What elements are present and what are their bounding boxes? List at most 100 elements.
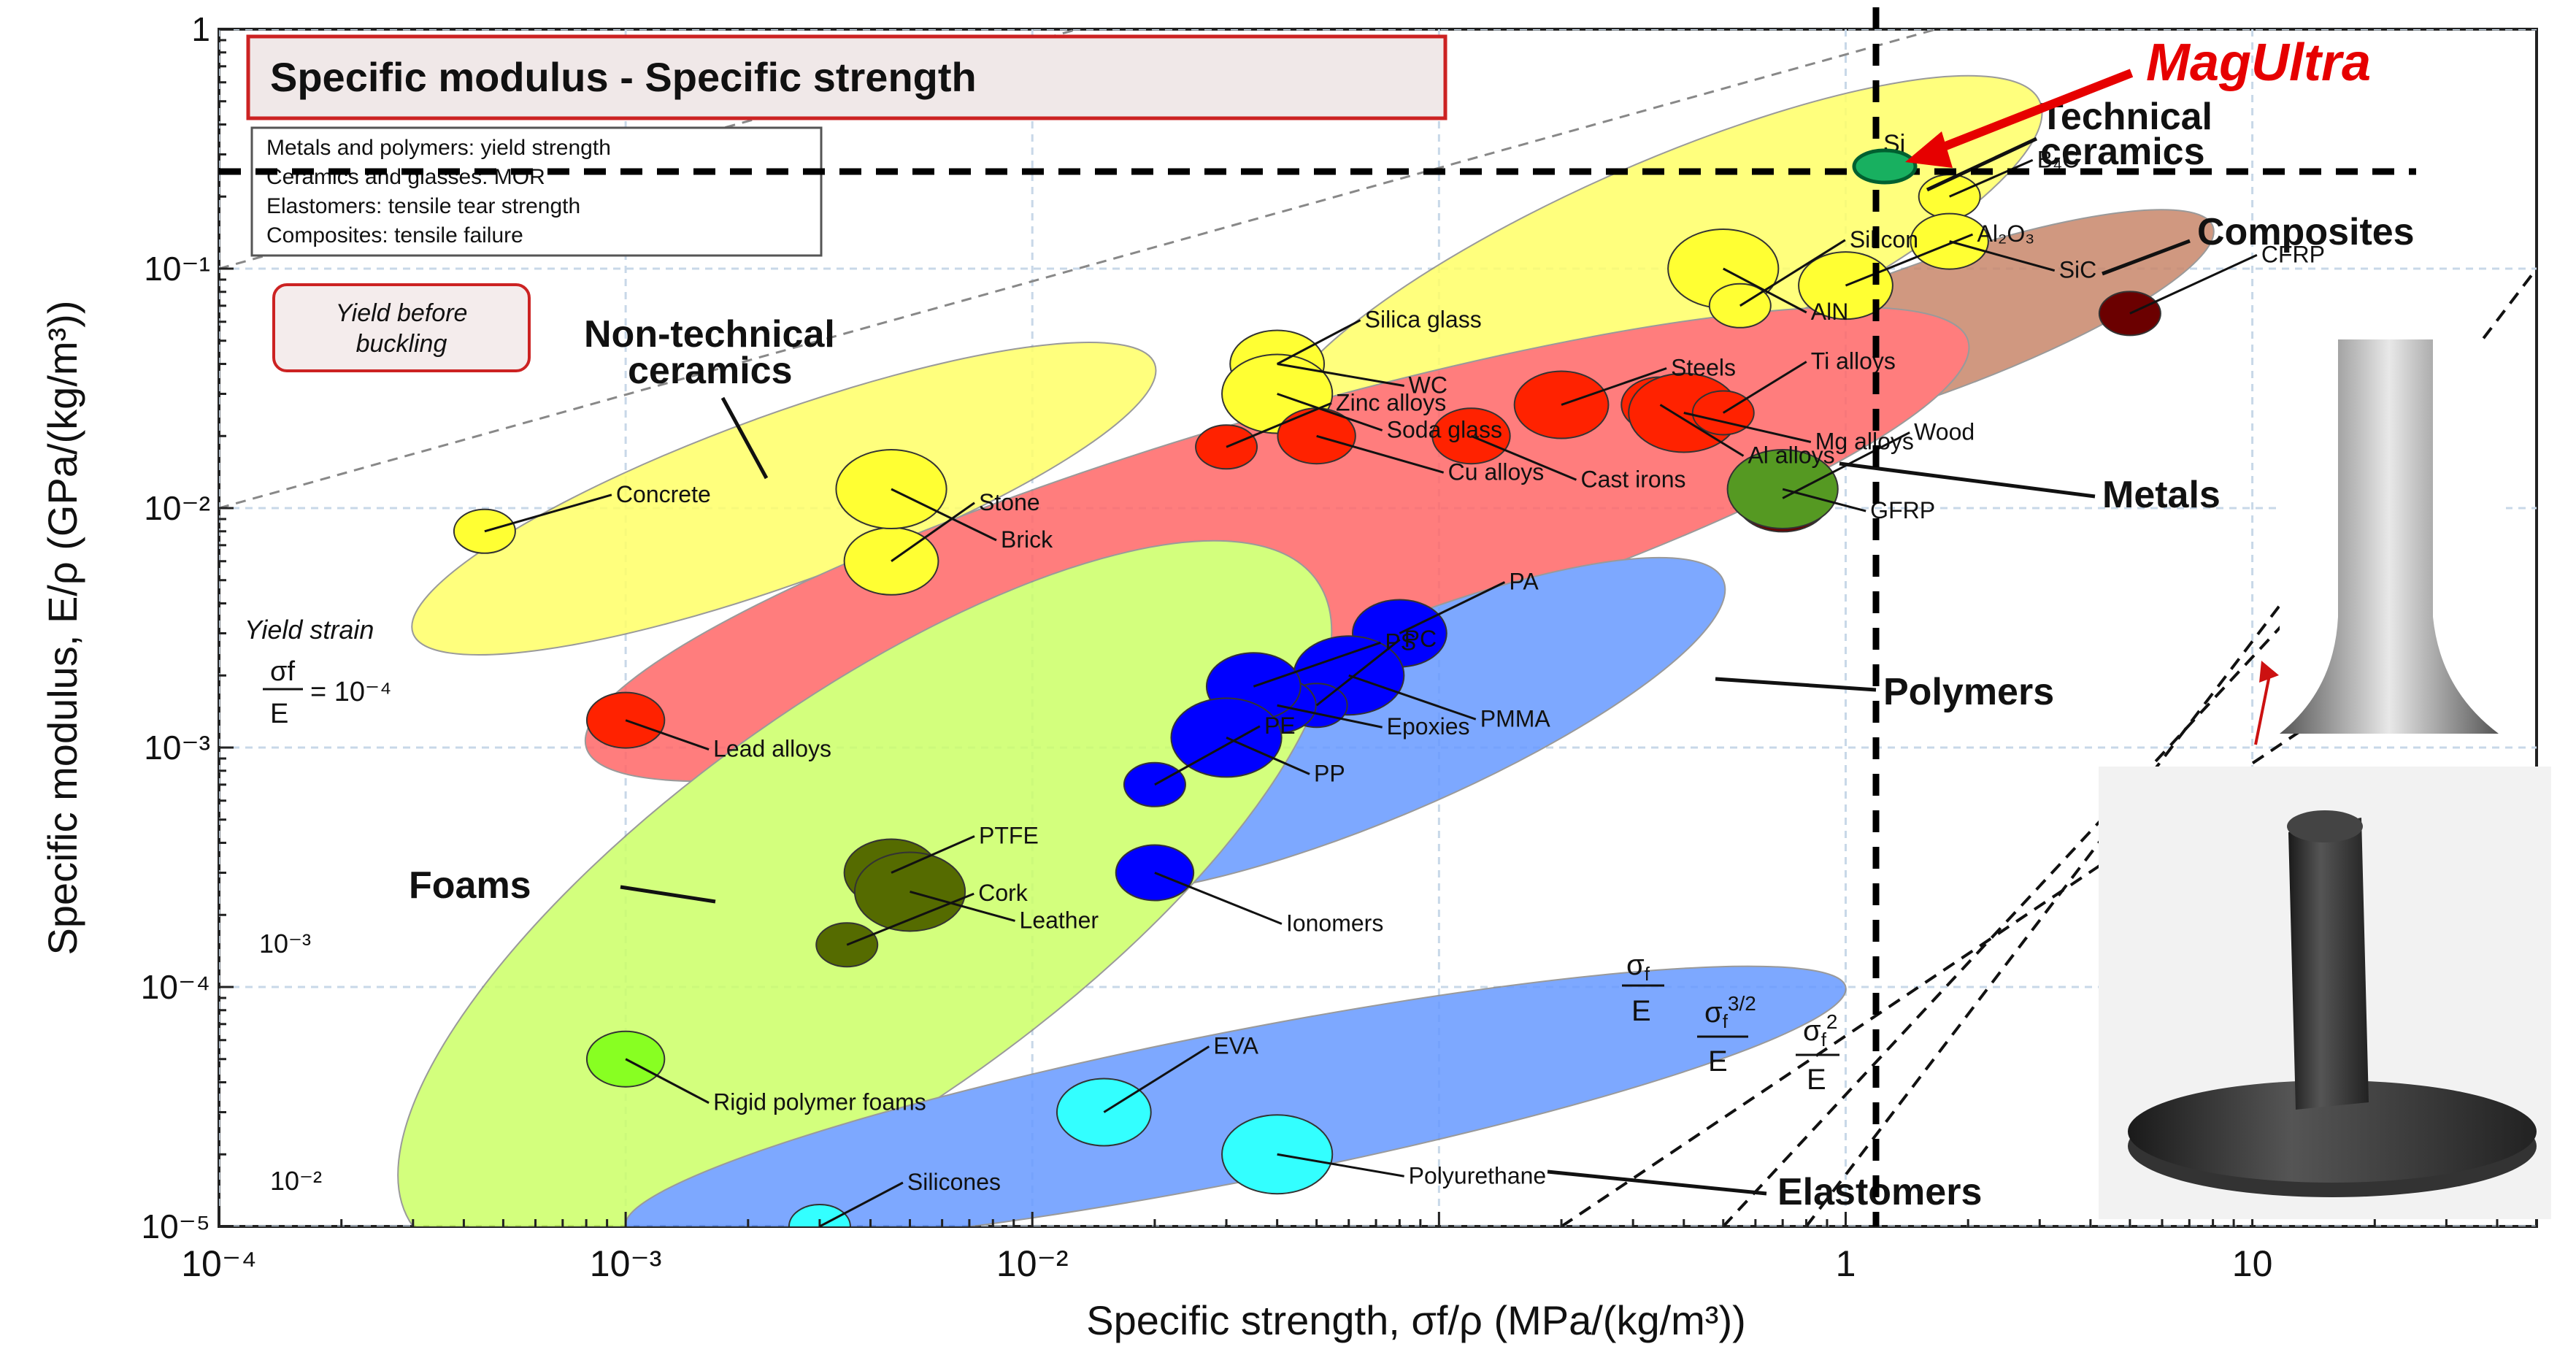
leader	[1315, 639, 1401, 707]
material-label: CFRP	[2261, 241, 2325, 267]
leader	[1154, 725, 1261, 786]
x-tick-label: 10⁻⁴	[181, 1243, 257, 1284]
material-label: Concrete	[616, 481, 711, 507]
material-label: SiC	[2059, 257, 2097, 283]
part-image	[2128, 810, 2537, 1197]
group-label-technical-ceramics: Technical	[2040, 96, 2212, 138]
note-4: Composites: tensile failure	[266, 223, 523, 247]
material-label: GFRP	[1870, 497, 1935, 523]
leader	[1253, 641, 1381, 688]
magultra-highlight	[219, 7, 2416, 1226]
material-label: Epoxies	[1387, 713, 1470, 740]
leader	[1845, 233, 1974, 287]
leader	[1277, 704, 1383, 729]
leader	[1226, 737, 1310, 775]
leader	[1226, 402, 1332, 448]
leader	[1722, 361, 1807, 414]
x-tick-label: 1	[1836, 1243, 1856, 1284]
svg-text:E: E	[1807, 1064, 1826, 1096]
material-label: Ionomers	[1286, 910, 1383, 937]
product-photo-xray	[2280, 339, 2506, 734]
material-label: Soda glass	[1387, 417, 1502, 443]
material-label: B₄C	[2037, 146, 2080, 172]
material-label: Zinc alloys	[1336, 389, 1446, 415]
xray-image	[2280, 339, 2499, 734]
leader	[1470, 434, 1577, 481]
group-label-non-technical-ceramics: Non-technical	[584, 313, 835, 356]
material-label: Cork	[978, 880, 1029, 906]
material-label: Silicon	[1850, 226, 1918, 253]
svg-text:E: E	[1631, 995, 1651, 1027]
x-axis-title: Specific strength, σf/ρ (MPa/(kg/m³))	[1086, 1297, 1746, 1343]
leader	[1154, 872, 1283, 925]
leader	[484, 493, 612, 533]
material-label: PC	[1404, 626, 1437, 652]
svg-text:E: E	[1708, 1045, 1728, 1078]
product-photo-part	[2099, 767, 2551, 1219]
material-label: PE	[1264, 713, 1296, 739]
leader	[2129, 254, 2258, 315]
material-label: AlN	[1811, 299, 1849, 325]
material-label: Steels	[1671, 355, 1736, 381]
leader	[819, 1181, 904, 1228]
note-1: Metals and polymers: yield strength	[266, 136, 611, 160]
material-label: Leather	[1020, 907, 1099, 933]
yield-formula-den: E	[270, 699, 288, 729]
material-label: Lead alloys	[713, 736, 831, 762]
material-label: Ti alloys	[1811, 347, 1896, 374]
leader	[1276, 319, 1361, 365]
leader-lines	[484, 158, 2258, 1228]
leader	[1659, 404, 1745, 457]
photo-pointer-head	[2259, 661, 2279, 683]
leader	[1782, 488, 1866, 512]
svg-text:σf2: σf2	[1803, 1010, 1838, 1051]
material-label: Wood	[1914, 418, 1975, 445]
leader	[891, 835, 975, 874]
leader	[846, 892, 974, 946]
callout-text-2: buckling	[356, 330, 447, 358]
bubble-silicones	[788, 1204, 851, 1226]
group-label-metals: Metals	[2102, 474, 2221, 516]
chart-title: Specific modulus - Specific strength	[270, 54, 977, 100]
leader	[1561, 367, 1667, 406]
y-tick-label: 10⁻¹	[144, 250, 210, 288]
index-sigma2-over-e: σf2 E	[1796, 1010, 1839, 1096]
callout-text: Yield before	[336, 299, 468, 327]
leader	[1316, 434, 1445, 474]
material-label: Rigid polymer foams	[713, 1089, 926, 1115]
group-label-technical-ceramics-2: ceramics	[2040, 131, 2205, 173]
material-label: PTFE	[979, 823, 1039, 849]
material-label: PA	[1509, 569, 1539, 595]
yield-formula-num: σf	[270, 656, 295, 687]
yield-strain-1e-2: 10⁻²	[270, 1166, 322, 1196]
group-leaders	[620, 137, 2191, 1196]
leader	[891, 502, 975, 562]
material-label: WC	[1409, 372, 1447, 399]
yield-guide	[219, 29, 223, 31]
leader	[625, 1058, 710, 1105]
x-tick-label: 10⁻²	[996, 1243, 1069, 1284]
yield-strain-1e-3: 10⁻³	[259, 929, 311, 959]
material-label: PS	[1385, 629, 1416, 655]
leader	[1683, 412, 1812, 443]
group-label-composites: Composites	[2197, 211, 2415, 253]
material-label: PP	[1314, 760, 1345, 786]
photo-pointer-arrow	[2254, 671, 2272, 745]
magultra-label: MagUltra	[2146, 34, 2371, 92]
title-box	[246, 34, 1447, 120]
material-label: PMMA	[1480, 705, 1551, 731]
x-tick-label: 10⁻³	[590, 1243, 662, 1284]
note-3: Elastomers: tensile tear strength	[266, 194, 580, 218]
material-label: EVA	[1213, 1033, 1258, 1059]
leader	[1399, 581, 1506, 634]
y-tick-label: 10⁻⁴	[141, 968, 210, 1006]
material-labels: B₄C SiC Al₂O₃ AlN Silicon WC Silica glass Soda …	[616, 146, 2325, 1195]
leader	[891, 488, 997, 542]
material-label: Silicones	[907, 1169, 1001, 1195]
index-guide	[1804, 267, 2537, 1226]
y-tick-label: 1	[191, 10, 210, 48]
leader	[1277, 363, 1404, 388]
leader	[1739, 239, 1846, 307]
y-tick-label: 10⁻²	[144, 489, 210, 527]
